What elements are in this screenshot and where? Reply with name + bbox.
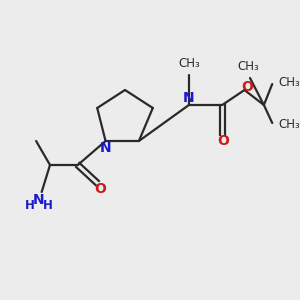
Text: CH₃: CH₃ xyxy=(238,60,260,73)
Text: O: O xyxy=(94,182,106,196)
Text: O: O xyxy=(241,80,253,94)
Text: CH₃: CH₃ xyxy=(278,118,300,131)
Text: CH₃: CH₃ xyxy=(278,76,300,89)
Text: H: H xyxy=(43,199,53,212)
Text: N: N xyxy=(100,142,111,155)
Text: N: N xyxy=(33,193,45,206)
Text: O: O xyxy=(218,134,230,148)
Text: H: H xyxy=(25,199,35,212)
Text: N: N xyxy=(183,92,195,105)
Text: CH₃: CH₃ xyxy=(178,57,200,70)
